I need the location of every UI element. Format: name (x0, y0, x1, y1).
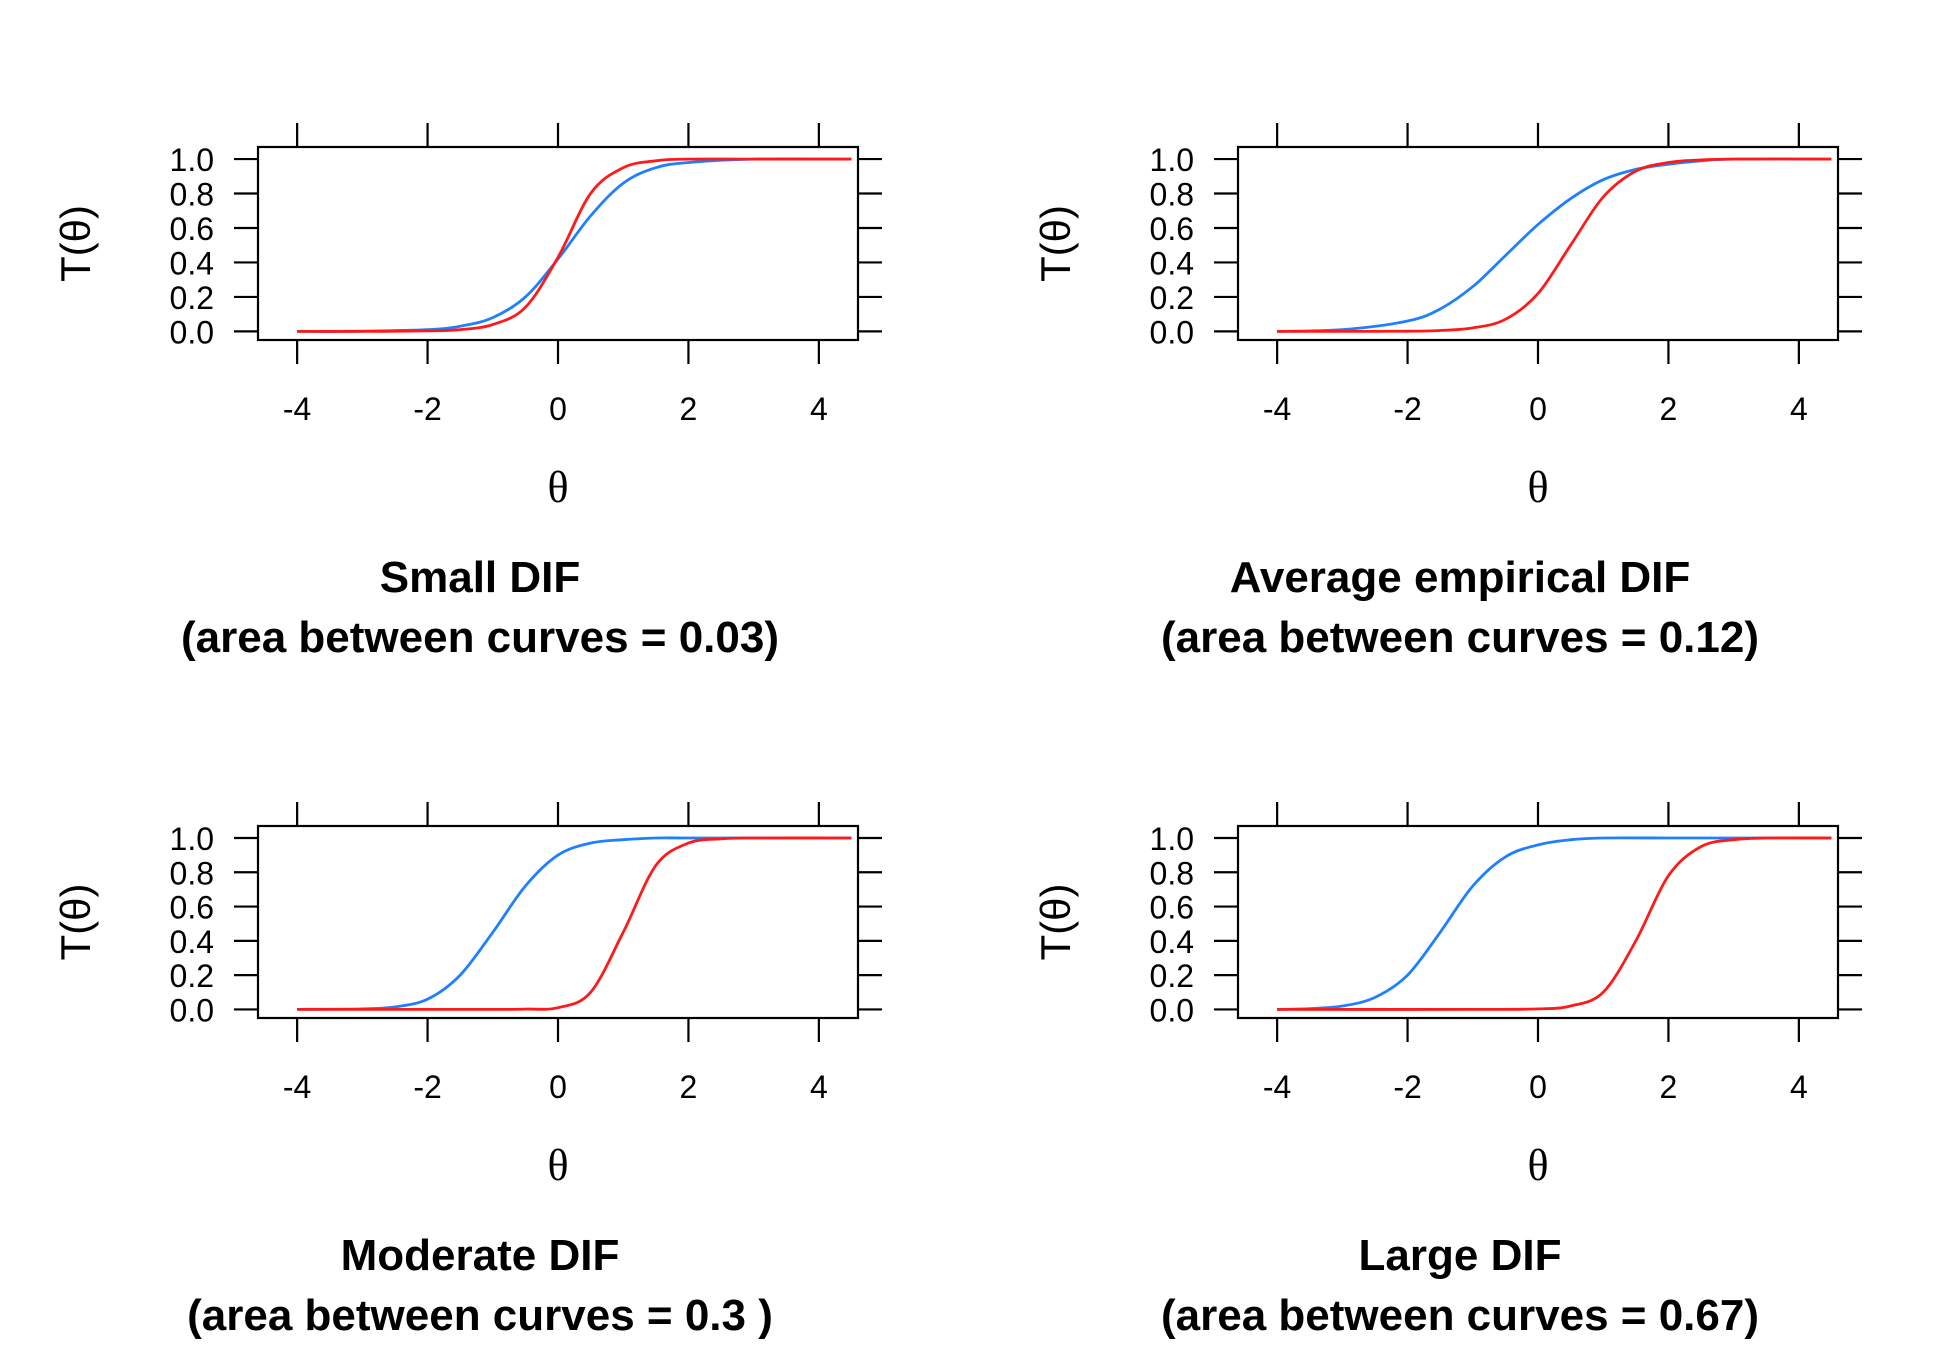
panel-title: Small DIF (380, 553, 581, 602)
series-line-2 (297, 157, 852, 333)
x-axis-label: θ (1527, 1141, 1548, 1190)
y-tick-label: 0.4 (1150, 245, 1194, 281)
y-tick-label: 0.8 (170, 177, 214, 213)
y-tick-label: 0.0 (1150, 992, 1194, 1028)
x-tick-label: 0 (1529, 1069, 1547, 1105)
y-tick-label: 0.6 (170, 211, 214, 247)
x-tick-label: 0 (1529, 391, 1547, 427)
y-axis-label: T(θ) (52, 205, 99, 282)
series-line-2 (1277, 836, 1832, 1011)
x-tick-label: 4 (1790, 391, 1808, 427)
y-tick-label: 1.0 (1150, 142, 1194, 178)
y-axis-label: T(θ) (52, 884, 99, 961)
panel-4: -4 -2 0 2 4 0.00.20.40.60.81.0 θ T(θ) Large DIF (… (1032, 802, 1862, 1340)
y-tick-label: 0.4 (1150, 924, 1194, 960)
y-tick-label: 0.2 (1150, 958, 1194, 994)
x-tick-label: 4 (810, 1069, 828, 1105)
y-axis-label: T(θ) (1032, 205, 1079, 282)
panel-subtitle: (area between curves = 0.12) (1161, 613, 1759, 662)
panel-2: -4 -2 0 2 4 0.00.20.40.60.81.0 θ T(θ) Average em… (1032, 123, 1862, 662)
y-tick-label: 0.4 (170, 924, 214, 960)
x-tick-label: 0 (549, 391, 567, 427)
y-axis-label: T(θ) (1032, 884, 1079, 961)
y-tick-label: 1.0 (170, 821, 214, 857)
y-tick-label: 0.6 (1150, 211, 1194, 247)
y-tick-label: 0.0 (170, 314, 214, 350)
y-tick-label: 0.0 (1150, 314, 1194, 350)
y-tick-label: 1.0 (170, 142, 214, 178)
x-tick-label: 2 (1660, 1069, 1678, 1105)
x-tick-label: 2 (1660, 391, 1678, 427)
panel-title: Average empirical DIF (1230, 553, 1691, 602)
x-tick-label: 2 (680, 391, 698, 427)
series-line-1 (1277, 836, 1832, 1011)
panel-subtitle: (area between curves = 0.3 ) (187, 1291, 773, 1340)
panel-subtitle: (area between curves = 0.03) (181, 613, 779, 662)
y-tick-label: 0.6 (170, 890, 214, 926)
y-tick-label: 0.4 (170, 245, 214, 281)
x-axis-label: θ (547, 463, 568, 512)
x-tick-label: 0 (549, 1069, 567, 1105)
y-tick-label: 0.6 (1150, 890, 1194, 926)
x-tick-label: -4 (1263, 1069, 1291, 1105)
x-tick-label: 4 (1790, 1069, 1808, 1105)
x-tick-label: -2 (413, 391, 441, 427)
y-tick-label: 0.2 (1150, 280, 1194, 316)
panel-title: Large DIF (1359, 1231, 1562, 1280)
x-axis-label: θ (547, 1141, 568, 1190)
y-tick-label: 0.0 (170, 992, 214, 1028)
y-tick-label: 0.8 (1150, 177, 1194, 213)
y-tick-label: 1.0 (1150, 821, 1194, 857)
x-tick-label: -2 (1393, 1069, 1421, 1105)
x-axis-label: θ (1527, 463, 1548, 512)
panel-1: -4 -2 0 2 4 0.00.20.40.60.81.0 θ T(θ) Small DIF (… (52, 123, 882, 662)
x-tick-label: -4 (283, 391, 311, 427)
y-tick-label: 0.2 (170, 280, 214, 316)
x-tick-label: 4 (810, 391, 828, 427)
y-tick-label: 0.8 (170, 855, 214, 891)
panel-subtitle: (area between curves = 0.67) (1161, 1291, 1759, 1340)
x-tick-label: -4 (283, 1069, 311, 1105)
panel-3: -4 -2 0 2 4 0.00.20.40.60.81.0 θ T(θ) Moderate D… (52, 802, 882, 1340)
y-tick-label: 0.2 (170, 958, 214, 994)
x-tick-label: -2 (413, 1069, 441, 1105)
series-line-2 (297, 836, 852, 1011)
x-tick-label: 2 (680, 1069, 698, 1105)
series-line-2 (1277, 157, 1832, 333)
x-tick-label: -4 (1263, 391, 1291, 427)
panel-title: Moderate DIF (341, 1231, 620, 1280)
y-tick-label: 0.8 (1150, 855, 1194, 891)
x-tick-label: -2 (1393, 391, 1421, 427)
series-line-1 (297, 836, 852, 1011)
